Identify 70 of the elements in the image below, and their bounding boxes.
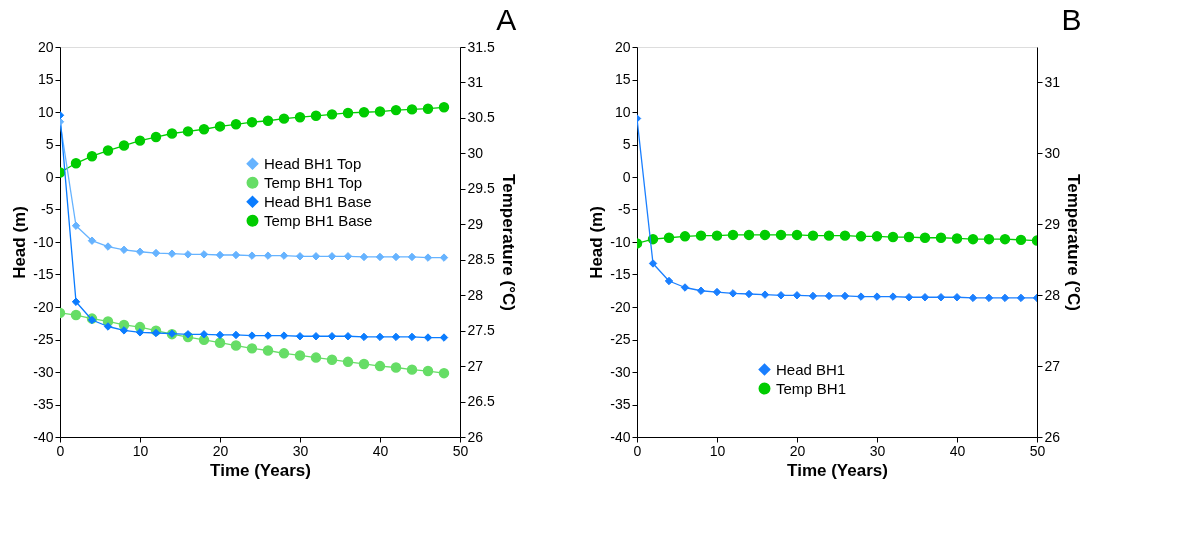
- y2-tick-label: 26: [467, 428, 484, 445]
- x-tick-label: 10: [132, 442, 149, 459]
- y2-tick-label: 27: [467, 357, 484, 374]
- y2-axis-title: Temperature (°C): [498, 174, 518, 311]
- y-tick-label: 20: [37, 38, 54, 55]
- y-tick-label: -30: [33, 363, 54, 380]
- y2-tick-label: 30.5: [467, 109, 495, 126]
- legend-label: Temp BH1: [776, 379, 847, 397]
- y2-tick-label: 27.5: [467, 322, 495, 339]
- x-tick-label: 20: [789, 442, 806, 459]
- y-tick-label: -40: [33, 428, 54, 445]
- y-tick-label: 0: [622, 168, 631, 185]
- y-tick-label: -5: [41, 201, 54, 217]
- y-tick-label: 20: [614, 38, 631, 55]
- y2-tick-label: 29: [467, 215, 484, 232]
- y2-tick-label: 26: [1044, 428, 1061, 445]
- y2-tick-label: 29.5: [467, 180, 495, 197]
- y-tick-label: 15: [614, 71, 631, 87]
- y-tick-label: -35: [610, 396, 631, 412]
- legend-label: Head BH1: [776, 360, 846, 378]
- chart-title: A: [496, 3, 517, 36]
- y-tick-label: -25: [33, 331, 54, 347]
- y-tick-label: 15: [37, 71, 54, 87]
- x-tick-label: 50: [1029, 442, 1046, 459]
- legend-label: Temp BH1 Top: [264, 173, 363, 191]
- y2-tick-label: 29: [1044, 215, 1061, 232]
- x-tick-label: 20: [212, 442, 229, 459]
- legend-label: Temp BH1 Base: [264, 211, 373, 229]
- y-tick-label: -20: [33, 298, 54, 315]
- y2-tick-label: 26.5: [467, 393, 495, 410]
- y2-axis-title: Temperature (°C): [1064, 174, 1084, 311]
- y-tick-label: -40: [610, 428, 631, 445]
- y-tick-label: -35: [33, 396, 54, 412]
- x-tick-label: 10: [709, 442, 726, 459]
- y-tick-label: -10: [33, 233, 54, 250]
- y-tick-label: -30: [610, 363, 631, 380]
- y-tick-label: -10: [610, 233, 631, 250]
- y-tick-label: -5: [618, 201, 631, 217]
- x-axis-title: Time (Years): [210, 460, 311, 480]
- y-tick-label: 10: [614, 103, 631, 120]
- y2-tick-label: 27: [1044, 357, 1061, 374]
- x-tick-label: 0: [56, 442, 65, 459]
- x-tick-label: 40: [949, 442, 966, 459]
- y2-tick-label: 31: [1044, 73, 1061, 90]
- y-tick-label: 0: [45, 168, 54, 185]
- y-axis-title: Head (m): [10, 206, 30, 279]
- legend-label: Head BH1 Top: [264, 154, 362, 172]
- y-tick-label: -15: [33, 266, 54, 282]
- legend-label: Head BH1 Base: [264, 192, 372, 210]
- y2-tick-label: 28: [467, 286, 484, 303]
- x-axis-title: Time (Years): [787, 460, 888, 480]
- y-tick-label: -25: [610, 331, 631, 347]
- chart-title: B: [1061, 3, 1082, 36]
- y2-tick-label: 28: [1044, 286, 1061, 303]
- y-axis-title: Head (m): [587, 206, 607, 279]
- x-tick-label: 0: [633, 442, 642, 459]
- y2-tick-label: 28.5: [467, 251, 495, 268]
- x-tick-label: 30: [869, 442, 886, 459]
- x-tick-label: 40: [372, 442, 389, 459]
- y2-tick-label: 31.5: [467, 38, 495, 55]
- y2-tick-label: 30: [1044, 144, 1061, 161]
- x-tick-label: 30: [292, 442, 309, 459]
- y-tick-label: 5: [45, 136, 54, 152]
- y-tick-label: -15: [610, 266, 631, 282]
- y-tick-label: 10: [37, 103, 54, 120]
- y2-tick-label: 31: [467, 73, 484, 90]
- y-tick-label: 5: [622, 136, 631, 152]
- x-tick-label: 50: [452, 442, 469, 459]
- y-tick-label: -20: [610, 298, 631, 315]
- y2-tick-label: 30: [467, 144, 484, 161]
